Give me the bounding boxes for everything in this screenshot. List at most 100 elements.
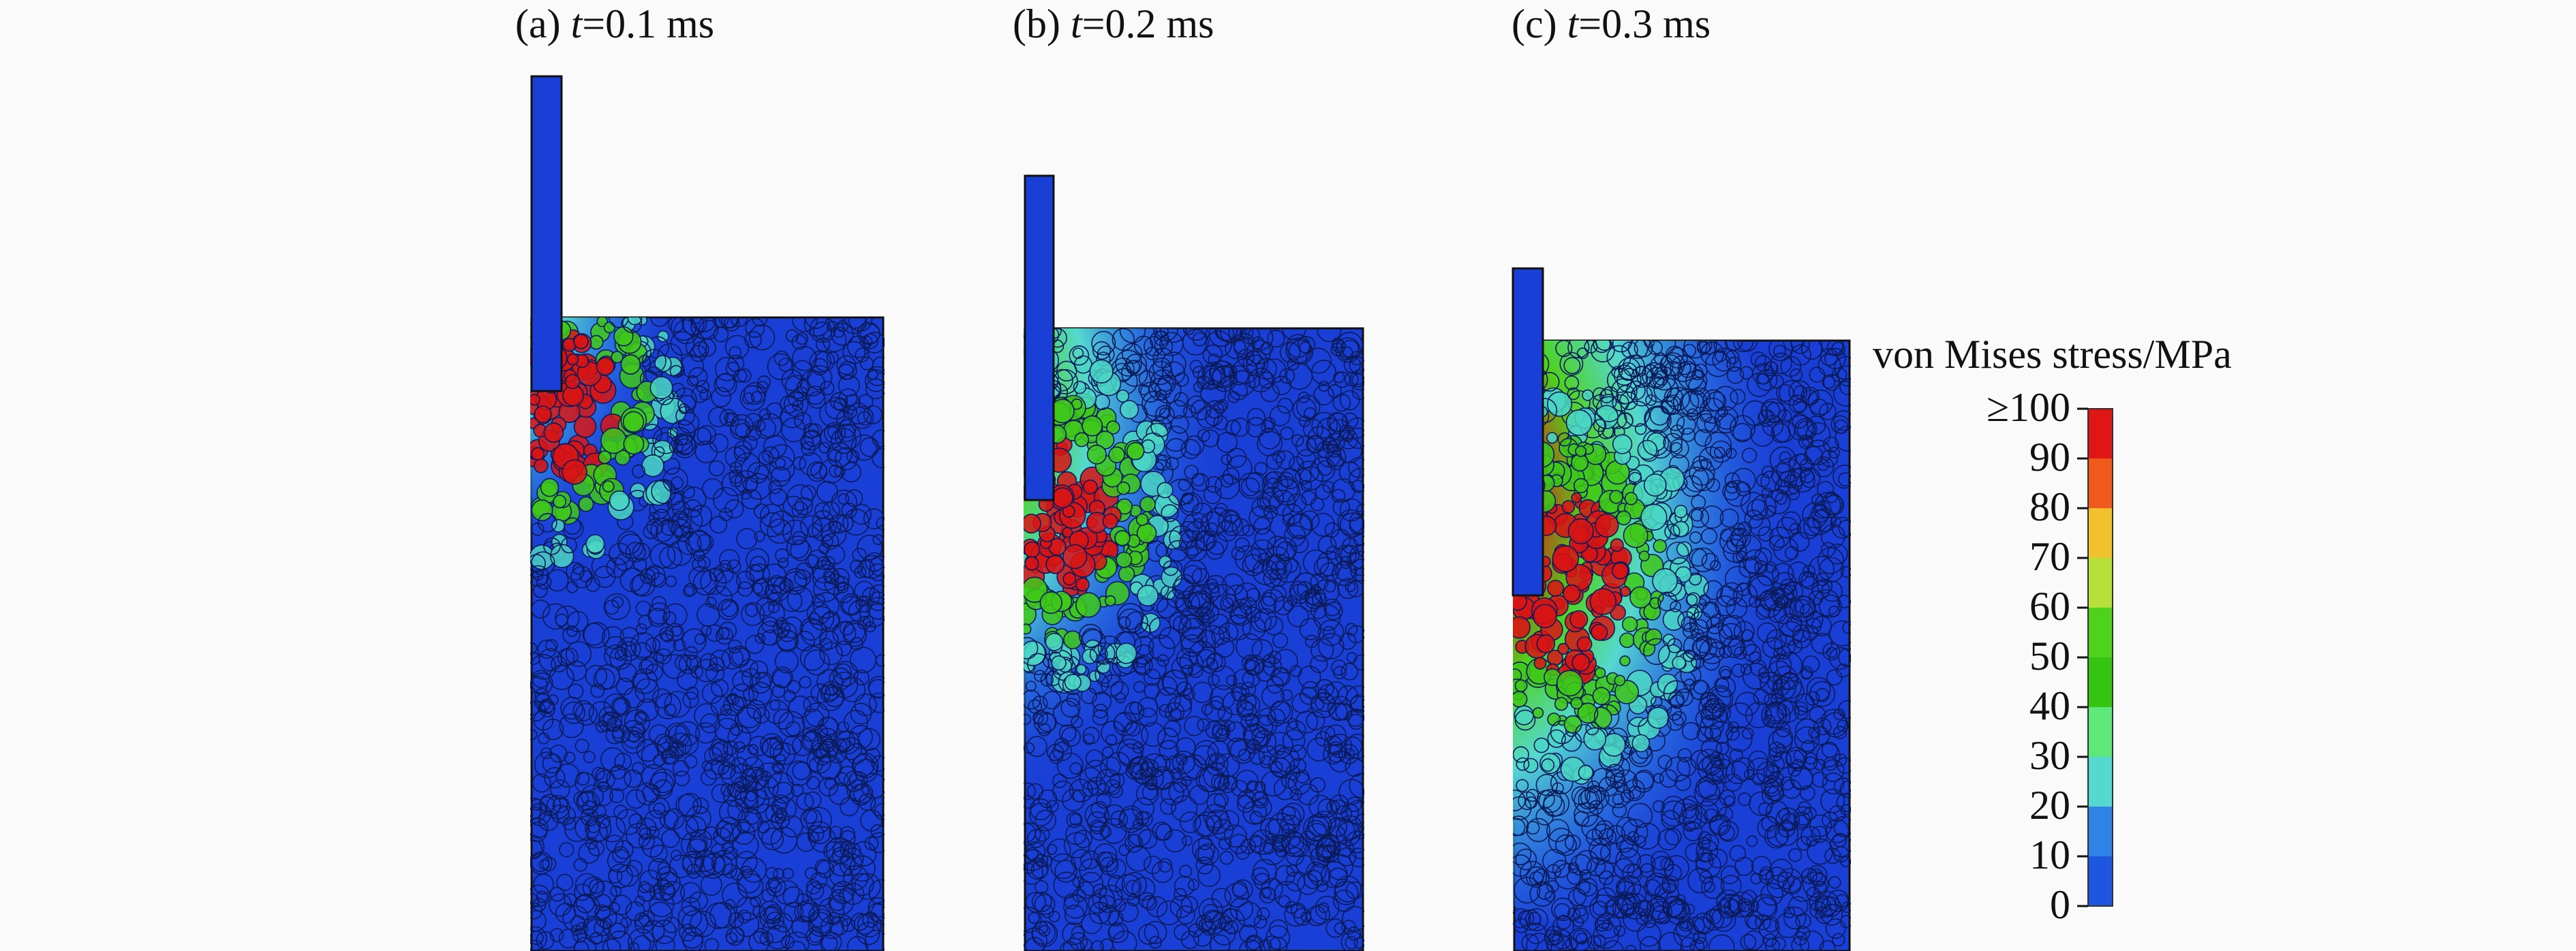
aggregate-particle (1180, 439, 1201, 459)
aggregate-particle (1683, 622, 1700, 639)
aggregate-particle (1703, 580, 1723, 600)
aggregate-particle (1683, 903, 1696, 915)
aggregate-particle (1805, 691, 1820, 706)
aggregate-particle (719, 559, 731, 572)
aggregate-particle (868, 591, 885, 611)
aggregate-particle (1146, 778, 1159, 791)
aggregate-particle (532, 897, 547, 912)
aggregate-particle (1062, 572, 1077, 586)
aggregate-particle (1700, 505, 1724, 529)
aggregate-particle (1678, 807, 1702, 830)
aggregate-particle (838, 888, 854, 903)
aggregate-particle (836, 355, 857, 375)
aggregate-particle (1318, 902, 1330, 914)
aggregate-particle (1541, 758, 1555, 772)
aggregate-particle (752, 905, 765, 918)
aggregate-particle (773, 350, 790, 367)
aggregate-particle (1222, 597, 1233, 608)
aggregate-particle (1582, 389, 1594, 401)
aggregate-particle (1331, 488, 1346, 503)
aggregate-particle (794, 569, 812, 587)
stress-zone-a (530, 317, 804, 695)
legend-segment (2088, 807, 2113, 857)
aggregate-particle (631, 464, 645, 478)
aggregate-particle (1702, 700, 1722, 720)
aggregate-particle (874, 802, 885, 820)
aggregate-particle (868, 676, 885, 698)
aggregate-particle (564, 517, 581, 535)
aggregate-particle (1112, 899, 1126, 912)
aggregate-particle (1822, 811, 1839, 828)
aggregate-particle (1310, 638, 1334, 662)
aggregate-particle (1201, 704, 1213, 715)
aggregate-particle (1681, 616, 1697, 632)
aggregate-particle (1119, 400, 1139, 420)
aggregate-particle (1305, 820, 1327, 841)
aggregate-particle (582, 916, 605, 938)
aggregate-particle (1290, 903, 1306, 918)
legend-tick-label: 30 (2029, 733, 2070, 778)
aggregate-particle (1670, 355, 1697, 382)
aggregate-particle (545, 639, 558, 652)
aggregate-particle (1061, 727, 1082, 747)
aggregate-particle (1084, 760, 1107, 782)
aggregate-particle (1730, 388, 1746, 405)
aggregate-particle (1095, 431, 1115, 450)
aggregate-particle (1746, 499, 1768, 520)
aggregate-particle (834, 772, 849, 787)
aggregate-particle (1113, 711, 1138, 736)
aggregate-particle (767, 353, 795, 380)
aggregate-particle (714, 373, 737, 397)
aggregate-particle (870, 796, 885, 817)
aggregate-particle (594, 904, 611, 921)
aggregate-particle (1024, 640, 1046, 666)
aggregate-particle (670, 331, 695, 356)
aggregate-particle (684, 755, 698, 769)
aggregate-particle (793, 386, 808, 402)
aggregate-particle (1333, 371, 1345, 384)
aggregate-particle (810, 826, 836, 853)
aggregate-particle (1816, 897, 1831, 913)
aggregate-particle (1640, 503, 1668, 531)
aggregate-particle (530, 839, 542, 858)
aggregate-particle (1772, 728, 1794, 749)
aggregate-particle (690, 345, 707, 362)
aggregate-particle (1765, 800, 1789, 824)
aggregate-particle (1052, 780, 1074, 802)
aggregate-particle (1813, 717, 1832, 736)
aggregate-particle (1024, 822, 1041, 846)
aggregate-particle (1808, 727, 1820, 738)
aggregate-particle (1024, 927, 1047, 951)
aggregate-particle (720, 823, 740, 843)
aggregate-particle (1280, 814, 1300, 835)
aggregate-particle (1709, 815, 1729, 835)
aggregate-particle (653, 879, 675, 902)
aggregate-particle (1180, 626, 1208, 654)
aggregate-particle (1790, 531, 1810, 552)
aggregate-particle (1259, 427, 1281, 450)
aggregate-particle (724, 499, 744, 519)
aggregate-particle (679, 923, 697, 941)
aggregate-particle (864, 621, 876, 633)
aggregate-particle (1683, 341, 1708, 359)
aggregate-particle (1163, 530, 1183, 550)
aggregate-particle (1565, 409, 1593, 436)
aggregate-particle (1089, 359, 1114, 384)
aggregate-particle (1355, 813, 1364, 828)
aggregate-particle (602, 938, 622, 951)
aggregate-particle (863, 405, 883, 424)
aggregate-particle (611, 596, 624, 608)
aggregate-particle (611, 351, 624, 364)
aggregate-particle (1546, 925, 1562, 942)
aggregate-particle (714, 563, 735, 584)
aggregate-particle (1775, 912, 1801, 938)
aggregate-particle (1758, 802, 1772, 816)
aggregate-particle (651, 919, 677, 944)
aggregate-particle (1592, 687, 1611, 706)
aggregate-particle (682, 691, 699, 708)
aggregate-particle (1034, 854, 1049, 868)
aggregate-particle (1231, 518, 1250, 537)
aggregate-particle (671, 625, 682, 637)
aggregate-particle (857, 394, 874, 410)
aggregate-particle (1092, 884, 1107, 899)
